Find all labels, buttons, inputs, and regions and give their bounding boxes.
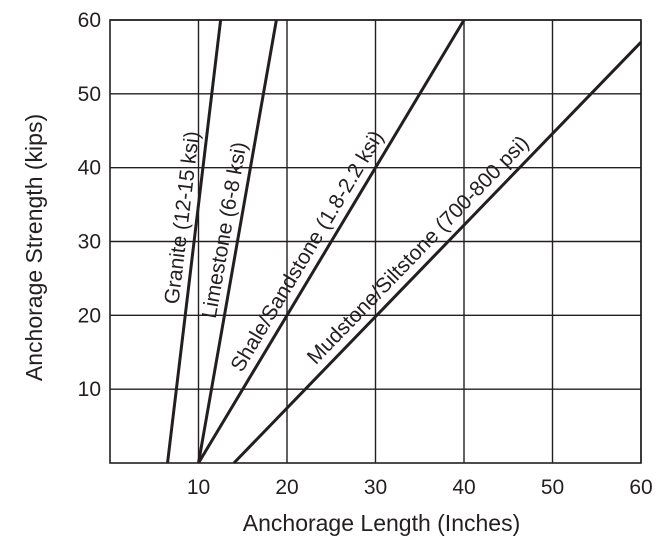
x-tick-label: 20 <box>275 476 298 499</box>
plot-frame <box>109 19 642 464</box>
y-tick-label: 30 <box>78 231 101 254</box>
y-tick-label: 50 <box>78 83 101 106</box>
y-tick-label: 60 <box>78 9 101 32</box>
y-tick-label: 10 <box>78 378 101 401</box>
x-tick-label: 10 <box>187 476 210 499</box>
x-tick-label: 60 <box>629 476 652 499</box>
series-lines <box>166 19 643 465</box>
x-tick-label: 30 <box>364 476 387 499</box>
series-line <box>166 19 223 464</box>
x-tick-label: 40 <box>452 476 475 499</box>
y-tick-label: 40 <box>78 157 101 180</box>
y-axis-title: Anchorage Strength (kips) <box>21 114 47 381</box>
tick-labels: 10 20 30 40 50 60 10 20 30 40 50 60 <box>78 9 653 499</box>
series-line <box>232 41 643 465</box>
series-labels: Granite (12-15 ksi)Limestone (6-8 ksi)Sh… <box>161 127 534 376</box>
series-line <box>197 19 466 464</box>
x-tick-label: 50 <box>541 476 564 499</box>
series-line <box>197 19 278 464</box>
x-axis-title: Anchorage Length (Inches) <box>243 510 520 536</box>
y-tick-label: 20 <box>78 304 101 327</box>
